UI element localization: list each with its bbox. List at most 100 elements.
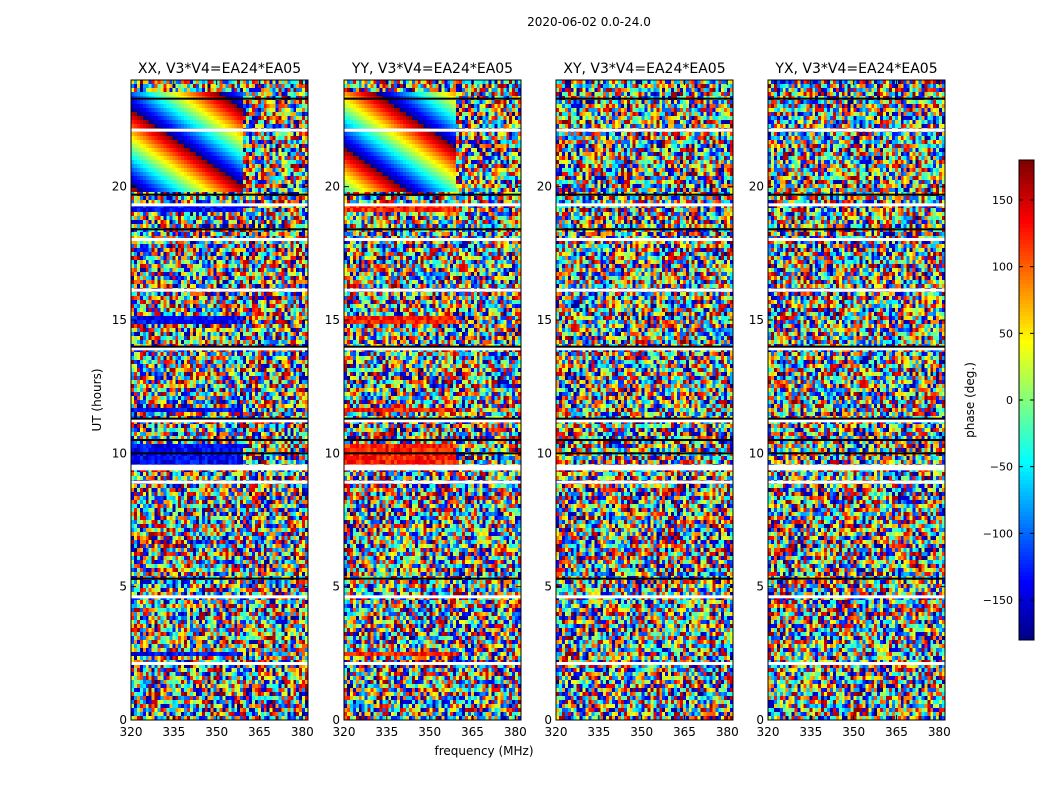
heatmap-cell: [193, 220, 196, 224]
heatmap-cell: [255, 104, 258, 108]
heatmap-cell: [172, 224, 175, 228]
heatmap-cell: [264, 116, 267, 120]
heatmap-cell: [155, 168, 158, 172]
heatmap-cell: [169, 216, 172, 220]
heatmap-cell: [172, 188, 175, 192]
heatmap-cell: [208, 88, 211, 92]
heatmap-cell: [270, 196, 273, 200]
heatmap-cell: [158, 164, 161, 168]
heatmap-cell: [134, 84, 137, 88]
heatmap-cell: [205, 84, 208, 88]
heatmap-cell: [228, 212, 231, 216]
heatmap-cell: [140, 188, 143, 192]
heatmap-cell: [231, 180, 234, 184]
heatmap-cell: [149, 116, 152, 120]
heatmap-cell: [299, 196, 302, 200]
heatmap-cell: [220, 88, 223, 92]
heatmap-cell: [267, 116, 270, 120]
heatmap-cell: [255, 136, 258, 140]
heatmap-cell: [152, 88, 155, 92]
heatmap-cell: [211, 144, 214, 148]
heatmap-cell: [140, 156, 143, 160]
heatmap-cell: [302, 188, 305, 192]
heatmap-cell: [249, 84, 252, 88]
heatmap-cell: [175, 208, 178, 212]
heatmap-cell: [225, 84, 228, 88]
heatmap-cell: [234, 104, 237, 108]
heatmap-cell: [273, 148, 276, 152]
heatmap-cell: [140, 216, 143, 220]
heatmap-cell: [231, 92, 234, 96]
heatmap-cell: [273, 188, 276, 192]
heatmap-cell: [143, 140, 146, 144]
heatmap-cell: [187, 176, 190, 180]
heatmap-cell: [137, 116, 140, 120]
heatmap-cell: [152, 132, 155, 136]
heatmap-cell: [243, 144, 246, 148]
heatmap-cell: [202, 216, 205, 220]
heatmap-cell: [284, 188, 287, 192]
heatmap-cell: [169, 104, 172, 108]
heatmap-cell: [273, 160, 276, 164]
heatmap-cell: [276, 80, 279, 84]
heatmap-cell: [205, 124, 208, 128]
heatmap-cell: [258, 124, 261, 128]
heatmap-cell: [258, 212, 261, 216]
heatmap-cell: [199, 132, 202, 136]
heatmap-cell: [187, 156, 190, 160]
heatmap-cell: [240, 104, 243, 108]
heatmap-cell: [172, 208, 175, 212]
heatmap-cell: [270, 180, 273, 184]
heatmap-cell: [252, 208, 255, 212]
heatmap-cell: [237, 164, 240, 168]
heatmap-cell: [220, 216, 223, 220]
heatmap-cell: [261, 172, 264, 176]
heatmap-cell: [273, 172, 276, 176]
heatmap-cell: [279, 176, 282, 180]
heatmap-cell: [281, 88, 284, 92]
heatmap-cell: [155, 80, 158, 84]
heatmap-cell: [202, 132, 205, 136]
heatmap-cell: [178, 108, 181, 112]
heatmap-cell: [287, 84, 290, 88]
heatmap-cell: [246, 84, 249, 88]
heatmap-cell: [281, 140, 284, 144]
heatmap-cell: [293, 84, 296, 88]
heatmap-cell: [163, 184, 166, 188]
heatmap-cell: [149, 152, 152, 156]
heatmap-cell: [214, 208, 217, 212]
heatmap-cell: [137, 184, 140, 188]
heatmap-cell: [137, 164, 140, 168]
heatmap-cell: [178, 80, 181, 84]
heatmap-cell: [234, 132, 237, 136]
heatmap-cell: [190, 80, 193, 84]
heatmap-cell: [172, 92, 175, 96]
heatmap-cell: [222, 208, 225, 212]
heatmap-cell: [296, 172, 299, 176]
heatmap-cell: [178, 208, 181, 212]
heatmap-cell: [273, 120, 276, 124]
heatmap-cell: [237, 108, 240, 112]
heatmap-cell: [193, 84, 196, 88]
heatmap-cell: [293, 88, 296, 92]
heatmap-cell: [270, 80, 273, 84]
heatmap-cell: [293, 176, 296, 180]
heatmap-cell: [264, 112, 267, 116]
heatmap-cell: [237, 120, 240, 124]
heatmap-cell: [264, 152, 267, 156]
heatmap-cell: [187, 80, 190, 84]
heatmap-cell: [284, 168, 287, 172]
heatmap-cell: [243, 164, 246, 168]
heatmap-cell: [228, 144, 231, 148]
heatmap-cell: [234, 208, 237, 212]
heatmap-cell: [234, 152, 237, 156]
heatmap-cell: [267, 100, 270, 104]
heatmap-cell: [261, 148, 264, 152]
heatmap-cell: [281, 196, 284, 200]
heatmap-cell: [190, 176, 193, 180]
heatmap-cell: [284, 100, 287, 104]
heatmap-cell: [279, 164, 282, 168]
heatmap-cell: [202, 152, 205, 156]
heatmap-cell: [205, 152, 208, 156]
heatmap-cell: [220, 172, 223, 176]
